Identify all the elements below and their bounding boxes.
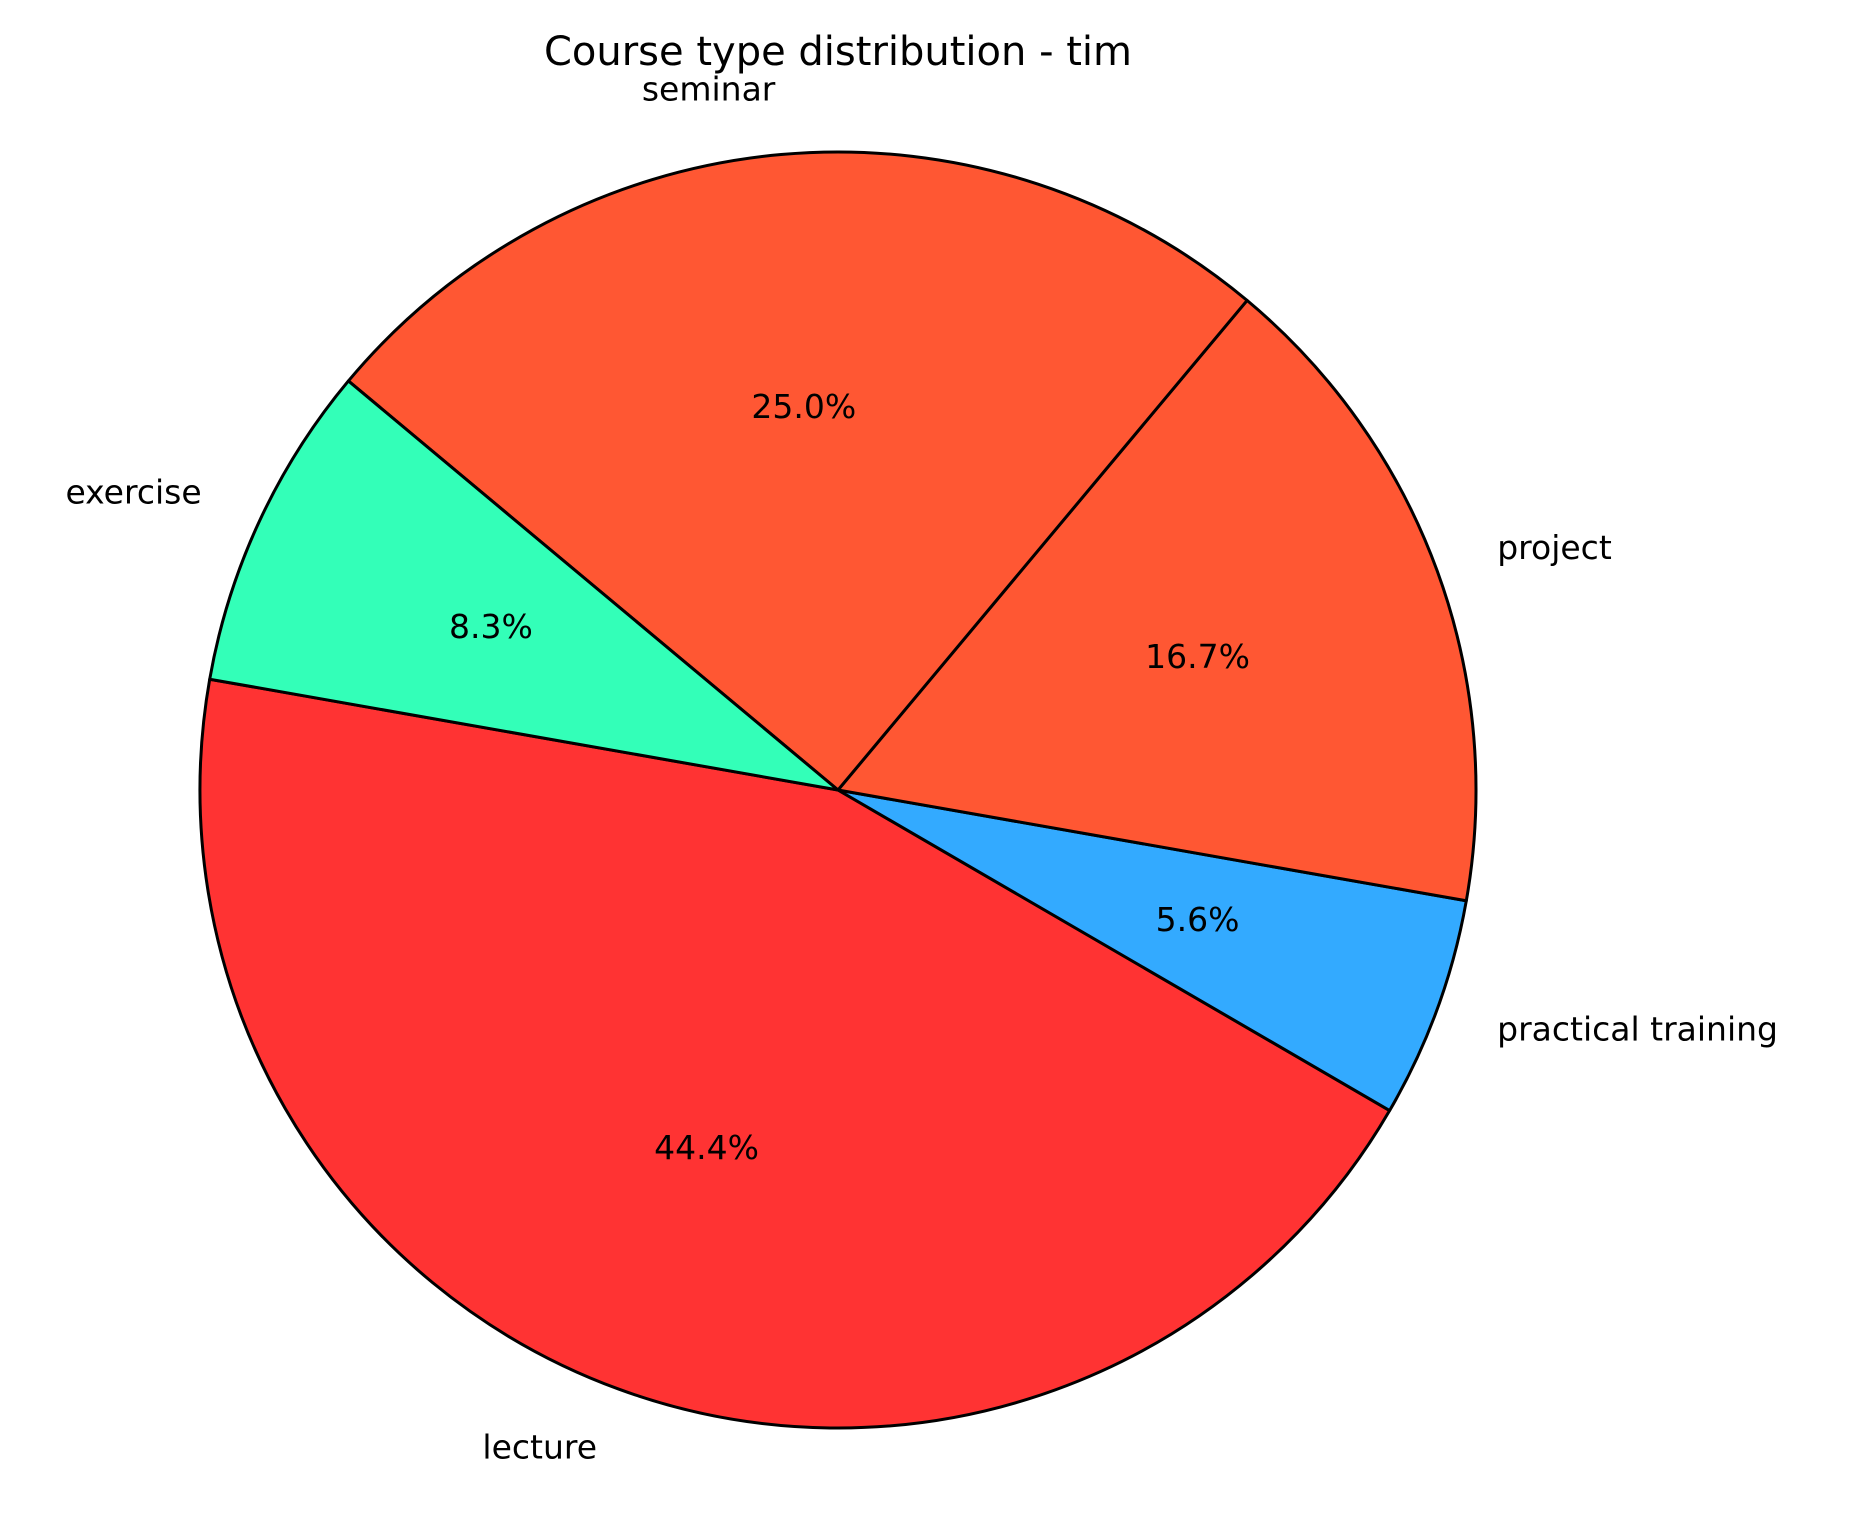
value-label: 44.4%: [654, 1128, 759, 1167]
pie-slice: [836, 788, 1468, 1113]
pie-slice: [198, 677, 1392, 1430]
slice-label: seminar: [642, 70, 776, 109]
pie-slice: [346, 150, 1249, 792]
slice-label: lecture: [482, 1428, 597, 1467]
slice-label: practical training: [1497, 1009, 1778, 1048]
pie-slice: [836, 298, 1478, 903]
chart-title: Course type distribution - tim: [544, 29, 1132, 75]
pie-slice: [208, 379, 840, 792]
value-label: 25.0%: [751, 387, 856, 426]
value-label: 5.6%: [1156, 900, 1240, 939]
slice-label: exercise: [65, 473, 201, 512]
value-label: 16.7%: [1145, 637, 1250, 676]
slice-label: project: [1497, 528, 1612, 567]
value-label: 8.3%: [449, 607, 533, 646]
